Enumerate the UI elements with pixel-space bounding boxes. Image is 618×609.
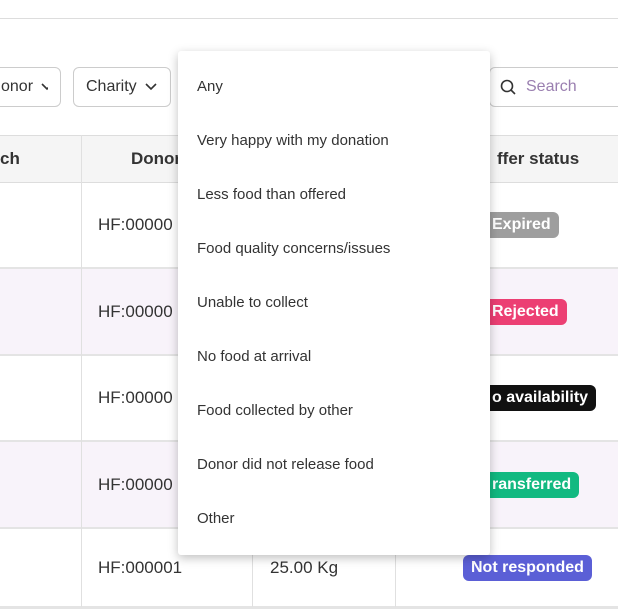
- status-cell: ransferred: [490, 442, 580, 527]
- status-cell: o availability: [490, 356, 597, 440]
- chevron: [145, 83, 157, 91]
- status-badge: Not responded: [463, 554, 592, 581]
- header-cell: ffer status: [497, 149, 580, 168]
- dropdown-option[interactable]: Donor did not release food: [197, 456, 374, 473]
- filter-button[interactable]: Charity: [73, 67, 171, 107]
- dropdown-option[interactable]: Food collected by other: [197, 402, 353, 419]
- dropdown-option[interactable]: Other: [197, 510, 235, 527]
- status-badge: Rejected: [490, 298, 567, 325]
- top-bar: [0, 0, 618, 19]
- id-cell: HF:00000: [98, 215, 173, 234]
- id-cell: HF:000001: [98, 557, 183, 577]
- status-badge: ransferred: [490, 471, 580, 498]
- status-badge: o availability: [490, 385, 597, 411]
- dropdown-option[interactable]: Very happy with my donation: [197, 132, 389, 149]
- search-icon: [500, 79, 516, 95]
- column-divider: [81, 135, 82, 607]
- filter-label: onor: [1, 78, 34, 95]
- dropdown-option[interactable]: Unable to collect: [197, 294, 308, 311]
- weight-cell: 25.00 Kg: [270, 557, 339, 577]
- status-cell: Not responded: [463, 529, 592, 606]
- header-cell: Donor: [131, 149, 182, 168]
- dropdown-option[interactable]: No food at arrival: [197, 348, 312, 365]
- status-cell: Expired: [490, 183, 559, 267]
- search-box[interactable]: Search: [489, 67, 618, 107]
- id-cell: HF:00000: [98, 388, 173, 407]
- filter-button[interactable]: onor: [0, 67, 61, 107]
- dropdown-option[interactable]: Less food than offered: [197, 186, 347, 203]
- header-cell: ch: [0, 149, 20, 168]
- id-cell: HF:00000: [98, 474, 173, 494]
- dropdown-option[interactable]: Food quality concerns/issues: [197, 240, 391, 257]
- status-cell: Rejected: [490, 269, 567, 354]
- status-badge: Expired: [490, 212, 559, 238]
- dropdown-menu: Any Very happy with my donation Less food …: [178, 51, 490, 555]
- search-placeholder: Search: [526, 78, 577, 95]
- filter-label: Charity: [86, 78, 137, 95]
- chevron: [41, 83, 48, 91]
- dropdown-option[interactable]: Any: [197, 78, 223, 95]
- id-cell: HF:00000: [98, 301, 173, 321]
